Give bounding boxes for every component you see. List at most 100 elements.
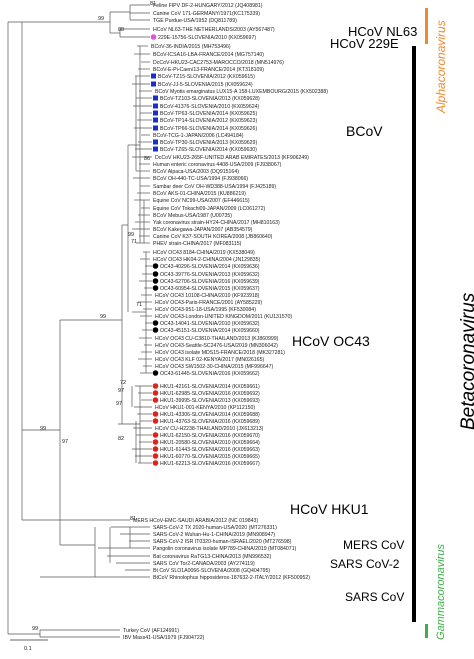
tip-marker: [152, 327, 159, 333]
tip-label: BCoV-TP14-SLOVENIA/2012 (KX059623): [160, 118, 257, 124]
tip-label: Bt CoV SLO1A0066-SLOVENIA/2008 (GQ404795…: [153, 568, 270, 574]
tip-label: OC43-60954-SLOVENIA/2015 (KX059637): [160, 286, 260, 292]
bootstrap-value: 71: [131, 239, 137, 245]
group-label-hcov-oc43: HCoV OC43: [292, 333, 370, 349]
bootstrap-value: 99: [32, 626, 38, 632]
tip-label: HCoV OC43-951-18-USA/1995 (KF530084): [155, 307, 256, 313]
genus-label-alpha: Alphacoronavirus: [434, 20, 448, 114]
tip-label: Yak coronavirus strain-HY24-CHINA/2017 (…: [153, 220, 280, 226]
tip-label: HKU1-42161-SLOVENIA/2014 (KX059661): [160, 384, 260, 390]
group-label-hcov-229e: HCoV 229E: [330, 36, 399, 51]
tip-label: BCoV Kakegawa-JAPAN/2007 (AB354579): [153, 227, 253, 233]
tip-marker: [152, 446, 159, 452]
tip-label: MERS HCoV-EMC-SAUDI ARABIA/2012 (NC 0198…: [133, 518, 258, 524]
tip-label: Turkey CoV (AF124991): [123, 628, 179, 634]
tip-label: BCoV Alpaca-USA/2003 (DQ915164): [153, 169, 239, 175]
tip-marker: [152, 418, 159, 424]
tip-label: Pangolin coronavirus isolate MP789-CHINA…: [153, 546, 297, 552]
tip-label: HCoV OC43-Seattle-SC2476-USA/2019 (MN306…: [155, 343, 278, 349]
tip-marker: [152, 271, 159, 277]
tip-label: BCoV-TCG-1-JAPAN/2006 (LC494184): [153, 133, 244, 139]
bootstrap-value: 99: [100, 314, 106, 320]
tip-marker: [153, 117, 158, 123]
tip-label: BtCoV Rhinolophus hipposideros-187632-2-…: [153, 575, 310, 581]
betacoronavirus-bar: [412, 46, 416, 622]
tip-marker: [153, 103, 158, 109]
tip-label: HKU1-61443-SLOVENIA/2016 (KX059663): [160, 447, 260, 453]
genus-label-gamma: Gammacoronavirus: [435, 544, 447, 640]
tip-label: Canine CoV K37-SOUTH KOREA/2008 (JB86064…: [153, 234, 273, 240]
tip-marker: [152, 432, 159, 438]
tip-label: HKU1-43763-SLOVENIA/2016 (KX059689): [160, 419, 260, 425]
tip-marker: [153, 146, 158, 152]
tip-label: BCoV-JJ-5-SLOVENIA/2015 (KX059624): [158, 82, 253, 88]
bootstrap-value: 99: [40, 426, 46, 432]
tip-label: HCoV OC43 SW1502-30-CHINA/2015 (MF996647…: [155, 364, 273, 370]
tip-label: BCoV-TZ15-SLOVENIA/2012 (KX059615): [158, 74, 255, 80]
tip-marker: [152, 460, 159, 466]
tip-marker: [152, 278, 159, 284]
tip-label: BCoV-TZ65-SLOVENIA/2014 (KX059630): [160, 147, 257, 153]
tip-label: HCoV OC43 8184-CHINA/2019 (KX538049): [153, 250, 255, 256]
bootstrap-value: 71: [136, 302, 142, 308]
scale-label: 0.1: [24, 646, 32, 652]
tip-label: BCoV-41376-SLOVENIA/2010 (KX059624): [160, 104, 259, 110]
tip-label: OC43-45151-SLOVENIA/2014 (KX059660): [160, 328, 260, 334]
bootstrap-value: 99: [128, 232, 134, 238]
bootstrap-value: 81: [150, 1, 156, 7]
tip-marker: [152, 285, 159, 291]
group-label-bcov: BCoV: [346, 123, 383, 139]
tip-label: BCoV-36-INDIA/2015 (MH753496): [151, 44, 231, 50]
tip-label: DcCoV HKU23-265F-UNITED ARAB EMIRATES/20…: [155, 155, 309, 161]
group-label-hcov-hku1: HCoV HKU1: [290, 501, 369, 517]
tip-marker: [152, 383, 159, 389]
tip-label: HKU1-62150-SLOVENIA/2016 (KX059670): [160, 433, 260, 439]
tree-branches: [7, 4, 152, 638]
tip-marker: [153, 95, 158, 101]
tip-label: OC43-61445-SLOVENIA/2016 (KX059662): [160, 371, 260, 377]
tip-label: TGE Purdue-USA/1952 (DQ811789): [153, 18, 237, 24]
bootstrap-value: 97: [118, 388, 124, 394]
tip-label: BCoV-TZ103-SLOVENIA/2013 (KX059628): [160, 96, 260, 102]
tip-marker: [152, 411, 159, 417]
tip-marker: [153, 125, 158, 131]
tip-label: HCoV NL63-THE NETHERLANDS/2003 (AY567487…: [153, 27, 275, 33]
tip-marker: [150, 34, 157, 40]
group-label-sars: SARS CoV: [345, 590, 404, 604]
tip-label: PHEV strain-CHINA/2017 (MF083115): [153, 241, 242, 247]
bootstrap-value: 99: [98, 16, 104, 22]
tip-label: Feline FIPV DF-2-HUNGARY/2012 (JQ408981): [153, 3, 263, 9]
tip-marker: [152, 263, 159, 269]
tip-label: BCoV-TP63-SLOVENIA/2014 (KX059625): [160, 111, 257, 117]
tip-marker: [152, 320, 159, 326]
group-label-mers: MERS CoV: [343, 538, 404, 552]
group-label-sars2: SARS CoV-2: [330, 557, 400, 571]
tip-marker: [152, 370, 159, 376]
bootstrap-value: 86: [144, 156, 150, 162]
tip-label: BCoV OH-440-TC-USA/1994 (FJ938066): [153, 176, 248, 182]
tip-label: HCoV OC43 KLF 02-KENYA/2017 (MN026165): [155, 357, 264, 363]
tip-label: OC43-40296-SLOVENIA/2014 (KX059636): [160, 264, 260, 270]
tip-label: IBV Mass41-USA/1979 (FJ904722): [123, 635, 205, 641]
tip-label: Canine CoV 171-GERMANY/1971(KC175339): [153, 11, 260, 17]
tip-label: HKU1-60770-SLOVENIA/2015 (KX059665): [160, 454, 260, 460]
tip-label: BCoV-E-Pi-Caen/13-FRANCE/2014 (KT318109): [153, 67, 264, 73]
tip-markers: [150, 34, 159, 466]
tip-label: HKU1-62213-SLOVENIA/2016 (KX059667): [160, 461, 260, 467]
tip-marker: [153, 139, 158, 145]
tip-label: HCoV OC43-Paris-FRANCE/2001 (AY585229): [155, 300, 262, 306]
tip-label: BCoV-ICSA16-LBA-FRANCE/2014 (MG757140): [153, 52, 264, 58]
bootstrap-value: 72: [120, 380, 126, 386]
tip-label: 229E-15756-SLOVENIA/2010 (KX059697): [158, 35, 256, 41]
tip-label: HCoV OC43 10108-CHINA/2010 (KF923918): [155, 293, 260, 299]
tip-label: SARS CoV Tor2-CANADA/2003 (AY274119): [153, 561, 255, 567]
tip-label: OC43-39776-SLOVENIA/2013 (KX059632): [160, 272, 260, 278]
bootstrap-value: 97: [116, 401, 122, 407]
tip-label: Human enteric coronavirus 4408-USA/2009 …: [153, 162, 282, 168]
tip-label: BCoV Myotis emarginatus LUX15-A 158-LUXE…: [155, 89, 328, 95]
tip-label: HCoV OC43-London-UNITED KINGDOM/2011 (KU…: [155, 314, 292, 320]
group-label-hcov-nl63: HCoV NL63: [348, 24, 417, 39]
tip-label: SARS-CoV-2 Wuhan-Hu-1-CHINA/2019 (MN9089…: [153, 532, 275, 538]
bootstrap-value: 82: [118, 436, 124, 442]
